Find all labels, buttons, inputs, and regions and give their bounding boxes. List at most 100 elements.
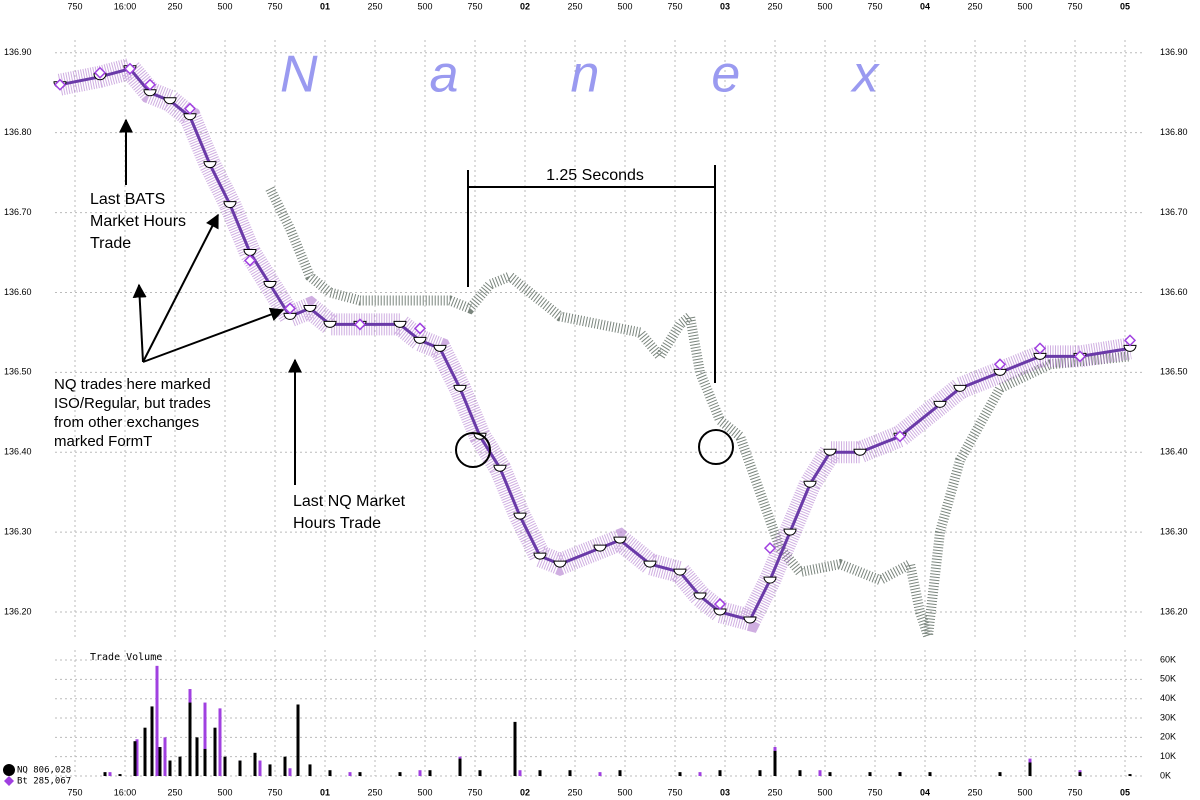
volume-bar — [818, 770, 822, 776]
trade-marker — [413, 336, 427, 344]
volume-bar — [203, 702, 207, 776]
x-tick-label: 500 — [617, 787, 632, 797]
y-tick-label: 50K — [1160, 674, 1176, 684]
volume-bar — [513, 721, 517, 776]
annotation-line: Hours Trade — [293, 515, 381, 532]
x-tick-label: 250 — [567, 1, 582, 11]
y-tick-label: 136.70 — [4, 207, 32, 217]
y-tick-label: 136.80 — [4, 127, 32, 137]
y-tick-label: 136.20 — [1160, 606, 1188, 616]
x-tick-label: 500 — [817, 787, 832, 797]
volume-bar — [103, 772, 107, 776]
volume-bar — [218, 708, 222, 776]
x-tick-label: 02 — [520, 1, 530, 11]
volume-bar — [678, 772, 682, 776]
x-tick-label: 500 — [617, 1, 632, 11]
arrow — [142, 213, 219, 363]
x-tick-label: 750 — [467, 1, 482, 11]
x-tick-label: 500 — [817, 1, 832, 11]
volume-bar — [213, 727, 217, 776]
x-tick-label: 16:00 — [114, 787, 137, 797]
volume-bar — [118, 774, 122, 776]
trade-marker — [143, 89, 157, 97]
x-tick-label: 750 — [867, 787, 882, 797]
x-tick-label: 750 — [267, 787, 282, 797]
trade-diamond — [53, 78, 67, 91]
volume-bar — [718, 770, 722, 776]
trade-diamond — [413, 322, 427, 335]
trade-marker — [183, 113, 197, 121]
x-tick-label: 750 — [667, 787, 682, 797]
volume-bar — [163, 737, 167, 776]
x-tick-label: 750 — [67, 1, 82, 11]
trade-marker — [1123, 344, 1137, 352]
y-tick-label: 40K — [1160, 693, 1176, 703]
volume-bar — [288, 768, 292, 776]
x-tick-label: 500 — [1017, 1, 1032, 11]
grid — [55, 40, 1145, 777]
x-tick-label: 01 — [320, 1, 330, 11]
trade-marker — [263, 280, 277, 288]
annotations: Last BATS Market Hours Trade NQ trades h… — [54, 118, 734, 532]
volume-bar — [478, 770, 482, 776]
volume-bar — [238, 760, 242, 776]
volume-bar — [283, 756, 287, 776]
x-tick-label: 250 — [167, 787, 182, 797]
x-tick-label: 02 — [520, 787, 530, 797]
volume-bar — [928, 772, 932, 776]
volume-bar — [1078, 772, 1082, 776]
volume-bar — [758, 770, 762, 776]
y-tick-label: 136.50 — [4, 367, 32, 377]
volume-bar — [868, 772, 872, 776]
trade-marker — [163, 97, 177, 105]
legend-label: Bt 285,067 — [17, 777, 71, 787]
y-tick-label: 136.30 — [4, 527, 32, 537]
trade-marker — [693, 592, 707, 600]
trade-marker — [853, 448, 867, 456]
volume-bar — [358, 772, 362, 776]
volume-bar — [618, 770, 622, 776]
x-tick-label: 750 — [1067, 787, 1082, 797]
trade-marker — [713, 608, 727, 616]
annotation-line: marked FormT — [54, 433, 152, 450]
volume-bar — [188, 702, 192, 776]
volume-bar — [178, 756, 182, 776]
bracket — [467, 165, 716, 383]
trade-diamond — [353, 318, 367, 331]
volume-bar — [1128, 774, 1132, 776]
trade-marker — [433, 344, 447, 352]
trade-marker — [763, 576, 777, 584]
volume-bar — [898, 772, 902, 776]
trade-marker — [323, 320, 337, 328]
x-tick-label: 750 — [667, 1, 682, 11]
volume-bar — [158, 747, 162, 776]
trade-marker — [673, 568, 687, 576]
x-tick-label: 250 — [567, 787, 582, 797]
x-tick-label: 500 — [217, 787, 232, 797]
volume-bar — [1028, 762, 1032, 776]
trade-diamond — [243, 254, 257, 267]
volume-bar — [418, 770, 422, 776]
x-tick-label: 250 — [767, 1, 782, 11]
x-tick-label: 250 — [767, 787, 782, 797]
trade-marker — [953, 384, 967, 392]
trade-marker — [223, 201, 237, 209]
watermark: Nanex — [280, 46, 990, 104]
volume-bar — [258, 760, 262, 776]
volume-bar — [428, 770, 432, 776]
annotation: 1.25 Seconds — [546, 167, 644, 184]
volume-bar — [828, 772, 832, 776]
trade-marker — [823, 448, 837, 456]
volume-bar — [398, 772, 402, 776]
x-tick-label: 500 — [417, 1, 432, 11]
trade-marker — [393, 320, 407, 328]
volume-bar — [698, 772, 702, 776]
x-tick-label: 500 — [417, 787, 432, 797]
x-tick-label: 05 — [1120, 1, 1130, 11]
x-tick-label: 05 — [1120, 787, 1130, 797]
x-tick-label: 03 — [720, 787, 730, 797]
trade-diamond — [1073, 350, 1087, 363]
trade-diamond — [183, 102, 197, 115]
volume-bar — [538, 770, 542, 776]
